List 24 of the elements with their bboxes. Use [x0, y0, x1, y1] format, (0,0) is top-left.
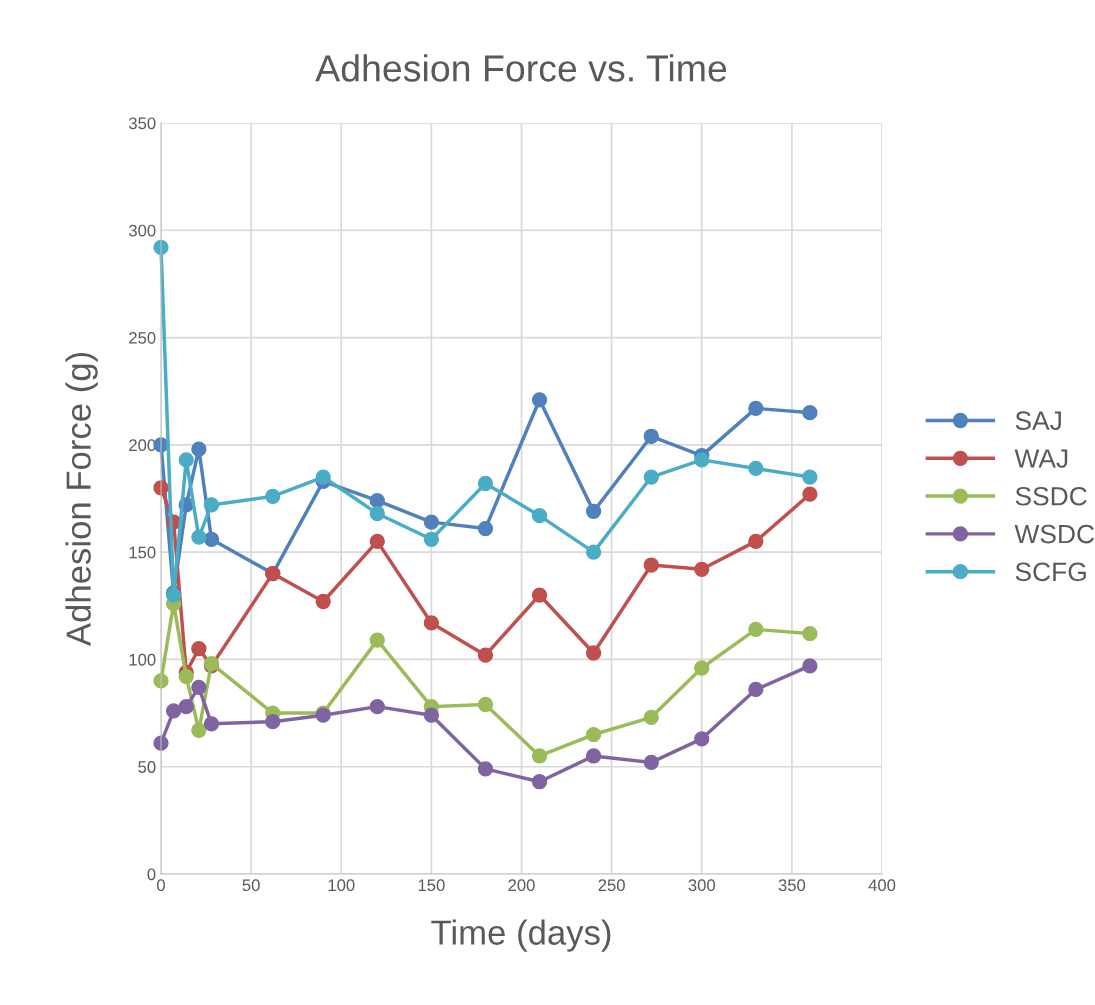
legend-label: WAJ: [1014, 449, 1068, 468]
y-tick-label: 150: [129, 546, 156, 559]
x-tick-label: 50: [242, 879, 260, 892]
x-tick-label: 400: [868, 879, 896, 892]
x-tick-label: 300: [688, 879, 715, 892]
y-tick-label: 0: [147, 868, 156, 881]
legend-label: SAJ: [1015, 411, 1061, 430]
x-tick-label: 0: [157, 879, 165, 892]
legend-label: SCFG: [1015, 562, 1086, 582]
y-axis-title: Adhesion Force (g): [65, 353, 98, 647]
y-tick-label: 350: [128, 117, 156, 130]
x-tick-label: 350: [778, 879, 806, 892]
legend-label: SSDC: [1015, 486, 1087, 506]
chart-title: Adhesion Force vs. Time: [315, 54, 727, 82]
x-tick-label: 150: [418, 879, 445, 892]
y-tick-label: 50: [138, 761, 156, 773]
y-tick-label: 100: [129, 653, 156, 666]
x-tick-label: 100: [328, 879, 355, 892]
y-tick-label: 300: [128, 224, 156, 237]
legend-label: WSDC: [1014, 524, 1095, 544]
x-tick-label: 250: [598, 879, 625, 892]
x-axis-title: Time (days): [431, 919, 611, 952]
y-tick-label: 250: [129, 331, 156, 344]
x-tick-label: 200: [508, 879, 535, 892]
